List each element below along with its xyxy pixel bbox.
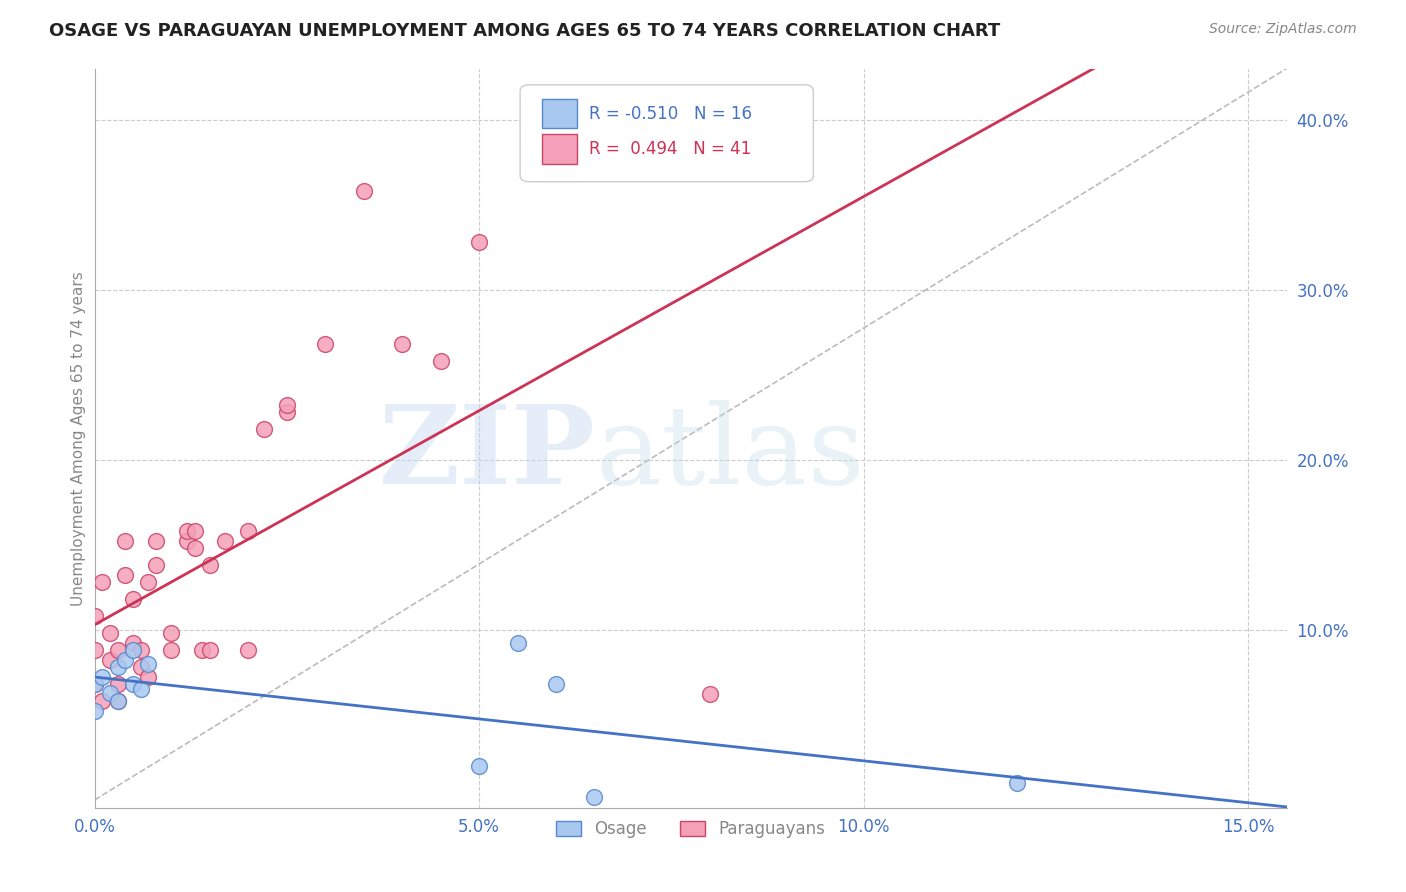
Point (107, 677, 129, 691)
Point (183, 541, 205, 556)
Point (91, 694, 114, 708)
Point (83, 643, 105, 657)
Point (91, 575, 114, 590)
Point (191, 643, 214, 657)
Text: R =  0.494   N = 41: R = 0.494 N = 41 (589, 140, 752, 158)
Point (107, 643, 129, 657)
Point (138, 670, 160, 684)
Point (314, 337, 336, 351)
Point (83, 705, 105, 719)
Point (353, 184, 375, 198)
Text: R = -0.510   N = 16: R = -0.510 N = 16 (589, 104, 752, 123)
Point (91, 670, 114, 684)
Point (214, 534, 236, 549)
Text: OSAGE VS PARAGUAYAN UNEMPLOYMENT AMONG AGES 65 TO 74 YEARS CORRELATION CHART: OSAGE VS PARAGUAYAN UNEMPLOYMENT AMONG A… (49, 22, 1001, 40)
Point (468, 235, 491, 249)
Point (506, 636, 529, 650)
Point (183, 524, 205, 538)
Point (98, 686, 121, 700)
Text: Source: ZipAtlas.com: Source: ZipAtlas.com (1209, 22, 1357, 37)
FancyBboxPatch shape (520, 85, 813, 182)
Point (429, 354, 451, 368)
Point (98, 653, 121, 667)
FancyBboxPatch shape (541, 99, 578, 128)
Point (122, 643, 145, 657)
Point (114, 653, 136, 667)
Point (138, 575, 160, 590)
Point (114, 568, 136, 582)
Point (699, 688, 721, 702)
FancyBboxPatch shape (541, 135, 578, 164)
Point (145, 558, 167, 573)
Point (98, 626, 121, 640)
Point (122, 592, 145, 607)
Point (129, 660, 152, 674)
Point (276, 405, 298, 419)
Point (107, 660, 129, 674)
Point (1007, 776, 1029, 790)
Point (138, 657, 160, 671)
Text: ZIP: ZIP (378, 400, 595, 507)
Point (107, 694, 129, 708)
Point (391, 337, 413, 351)
Point (122, 636, 145, 650)
Point (198, 558, 221, 573)
Legend: Osage, Paraguayans: Osage, Paraguayans (550, 814, 832, 845)
Point (544, 677, 567, 691)
Y-axis label: Unemployment Among Ages 65 to 74 years: Unemployment Among Ages 65 to 74 years (72, 271, 86, 606)
Point (238, 524, 260, 538)
Point (176, 524, 198, 538)
Point (83, 677, 105, 691)
Point (129, 643, 152, 657)
Point (114, 534, 136, 549)
Point (160, 643, 183, 657)
Point (83, 609, 105, 624)
Text: atlas: atlas (595, 400, 865, 507)
Point (145, 534, 167, 549)
Point (122, 677, 145, 691)
Point (176, 534, 198, 549)
Point (253, 422, 276, 436)
Point (107, 694, 129, 708)
Point (238, 643, 260, 657)
Point (468, 759, 491, 773)
Point (276, 398, 298, 412)
Point (129, 682, 152, 697)
Point (160, 626, 183, 640)
Point (83, 677, 105, 691)
Point (198, 643, 221, 657)
Point (583, 789, 606, 804)
